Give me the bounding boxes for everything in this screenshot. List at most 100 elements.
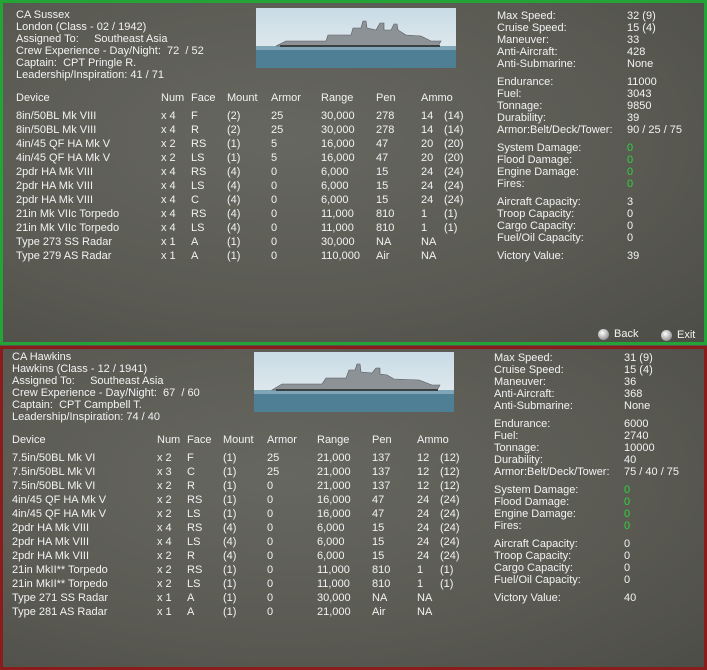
stat-value: 33 — [627, 34, 640, 46]
header-line: Leadership/Inspiration: 41 / 71 — [16, 69, 164, 81]
table-cell: (1) — [223, 494, 237, 506]
table-cell: (4) — [223, 550, 237, 562]
stat-value: 0 — [624, 562, 631, 574]
table-cell: x 1 — [157, 592, 172, 604]
stat-value: 0 — [624, 550, 631, 562]
table-cell: LS — [191, 180, 205, 192]
table-cell: (12) — [440, 452, 460, 464]
table-cell: (1) — [223, 452, 237, 464]
table-cell: 0 — [267, 564, 274, 576]
table-cell: (1) — [223, 606, 237, 618]
table-cell: 0 — [271, 250, 278, 262]
stat-label: Fuel: — [497, 88, 522, 100]
stat-label: Fuel/Oil Capacity: — [497, 232, 584, 244]
table-cell: 16,000 — [321, 138, 355, 150]
exit-icon — [661, 329, 672, 341]
table-cell: (12) — [440, 480, 460, 492]
table-cell: 5 — [271, 138, 278, 150]
table-cell: (1) — [223, 480, 237, 492]
table-cell: 47 — [372, 508, 385, 520]
table-cell: 11,000 — [321, 222, 354, 234]
stat-label: Fires: — [494, 520, 522, 532]
stat-value: 0 — [627, 142, 634, 154]
stat-label: Max Speed: — [494, 352, 553, 364]
table-cell: F — [191, 110, 198, 122]
stat-label: Anti-Aircraft: — [494, 388, 555, 400]
table-cell: x 3 — [157, 466, 172, 478]
table-cell: x 2 — [157, 508, 172, 520]
table-cell: x 4 — [157, 536, 172, 548]
table-cell: 21in MkII** Torpedo — [12, 564, 108, 576]
stat-label: Tonnage: — [494, 442, 540, 454]
table-cell: 21,000 — [317, 606, 351, 618]
table-cell: 15 — [372, 522, 385, 534]
table-cell: C — [187, 466, 195, 478]
table-cell: Air — [372, 606, 386, 618]
table-cell: (1) — [223, 592, 237, 604]
stat-value: 0 — [627, 166, 634, 178]
table-cell: (1) — [223, 564, 237, 576]
table-cell: 0 — [267, 522, 274, 534]
table-cell: 47 — [376, 138, 389, 150]
table-cell: (24) — [440, 550, 460, 562]
table-cell: (24) — [444, 180, 464, 192]
exit-button[interactable]: Exit — [661, 329, 695, 341]
table-cell: 0 — [267, 578, 274, 590]
table-cell: 15 — [376, 180, 389, 192]
table-cell: (1) — [227, 236, 241, 248]
column-header: Face — [191, 92, 216, 104]
ship-image — [256, 8, 456, 68]
table-cell: 21in Mk VIIc Torpedo — [16, 208, 120, 220]
table-cell: 30,000 — [321, 110, 355, 122]
table-cell: (4) — [223, 522, 237, 534]
table-cell: 1 — [421, 222, 428, 234]
table-cell: 15 — [376, 194, 389, 206]
back-button[interactable]: Back — [598, 328, 638, 340]
table-cell: 0 — [267, 508, 274, 520]
table-cell: Air — [376, 250, 390, 262]
table-cell: NA — [372, 592, 388, 604]
column-header: Armor — [271, 92, 301, 104]
table-cell: (4) — [223, 536, 237, 548]
table-cell: 4in/45 QF HA Mk V — [16, 152, 111, 164]
column-header: Num — [161, 92, 185, 104]
table-cell: 0 — [267, 606, 274, 618]
stat-value: 75 / 40 / 75 — [624, 466, 680, 478]
stat-value: 0 — [624, 538, 631, 550]
table-cell: 2pdr HA Mk VIII — [16, 180, 94, 192]
table-cell: 24 — [417, 494, 430, 506]
column-header: Ammo — [421, 92, 453, 104]
table-cell: 16,000 — [321, 152, 355, 164]
header-line: Crew Experience - Day/Night: 72 / 52 — [16, 45, 204, 57]
table-cell: 137 — [372, 452, 391, 464]
stat-label: System Damage: — [497, 142, 582, 154]
stat-label: Cruise Speed: — [497, 22, 567, 34]
table-cell: 0 — [267, 536, 274, 548]
header-line: Captain: CPT Pringle R. — [16, 57, 137, 69]
table-cell: R — [187, 550, 195, 562]
table-cell: 0 — [271, 166, 278, 178]
table-cell: 24 — [421, 180, 434, 192]
stat-label: Maneuver: — [494, 376, 546, 388]
table-cell: 278 — [376, 110, 395, 122]
table-cell: 47 — [372, 494, 385, 506]
table-cell: RS — [191, 166, 207, 178]
table-cell: 14 — [421, 110, 434, 122]
table-cell: 0 — [271, 236, 278, 248]
header-line: Leadership/Inspiration: 74 / 40 — [12, 411, 160, 423]
table-cell: 6,000 — [321, 194, 349, 206]
stat-label: Victory Value: — [497, 250, 564, 262]
table-cell: 0 — [271, 222, 278, 234]
table-cell: 2pdr HA Mk VIII — [12, 550, 90, 562]
column-header: Pen — [372, 434, 392, 446]
table-cell: 25 — [271, 124, 284, 136]
stat-value: 15 (4) — [624, 364, 653, 376]
table-cell: x 1 — [161, 236, 176, 248]
stat-label: Max Speed: — [497, 10, 556, 22]
stat-value: 0 — [624, 484, 631, 496]
table-cell: A — [191, 250, 199, 262]
column-header: Face — [187, 434, 212, 446]
table-cell: LS — [187, 536, 201, 548]
stat-value: 10000 — [624, 442, 655, 454]
